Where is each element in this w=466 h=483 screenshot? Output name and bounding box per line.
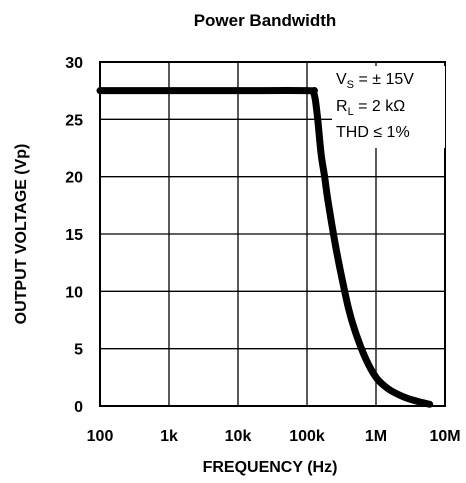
annotation-vs-sub: S <box>347 79 354 91</box>
annotation-vs-rest: = ± 15V <box>354 71 414 88</box>
x-tick-labels: 100 1k 10k 100k 1M 10M <box>87 428 461 445</box>
annotation-rl: RL = 2 kΩ <box>336 98 405 118</box>
x-tick-label-4: 1M <box>365 428 387 445</box>
x-tick-label-1: 1k <box>160 428 178 445</box>
x-tick-label-3: 100k <box>289 428 325 445</box>
y-tick-label-6: 30 <box>65 55 83 72</box>
y-tick-labels: 0 5 10 15 20 25 30 <box>65 55 83 416</box>
x-tick-label-2: 10k <box>225 428 252 445</box>
annotation-rl-main: R <box>336 98 348 115</box>
x-tick-label-0: 100 <box>87 428 114 445</box>
y-tick-label-2: 10 <box>65 284 83 301</box>
annotation-thd: THD ≤ 1% <box>336 124 410 141</box>
annotation-rl-rest: = 2 kΩ <box>354 98 406 115</box>
annotation-vs-main: V <box>336 71 347 88</box>
annotation-background <box>332 66 445 148</box>
x-axis-label: FREQUENCY (Hz) <box>203 459 338 476</box>
y-tick-label-0: 0 <box>74 399 83 416</box>
chart-title: Power Bandwidth <box>194 11 337 30</box>
y-tick-label-1: 5 <box>74 342 83 359</box>
annotation-rl-sub: L <box>348 106 354 118</box>
y-tick-label-5: 25 <box>65 112 83 129</box>
series-line <box>96 86 434 408</box>
plot-frame <box>99 61 446 407</box>
annotation-vs: VS = ± 15V <box>336 71 414 91</box>
y-tick-label-3: 15 <box>65 227 83 244</box>
x-tick-label-5: 10M <box>429 428 460 445</box>
y-tick-label-4: 20 <box>65 170 83 187</box>
y-axis-label: OUTPUT VOLTAGE (Vp) <box>13 144 30 325</box>
